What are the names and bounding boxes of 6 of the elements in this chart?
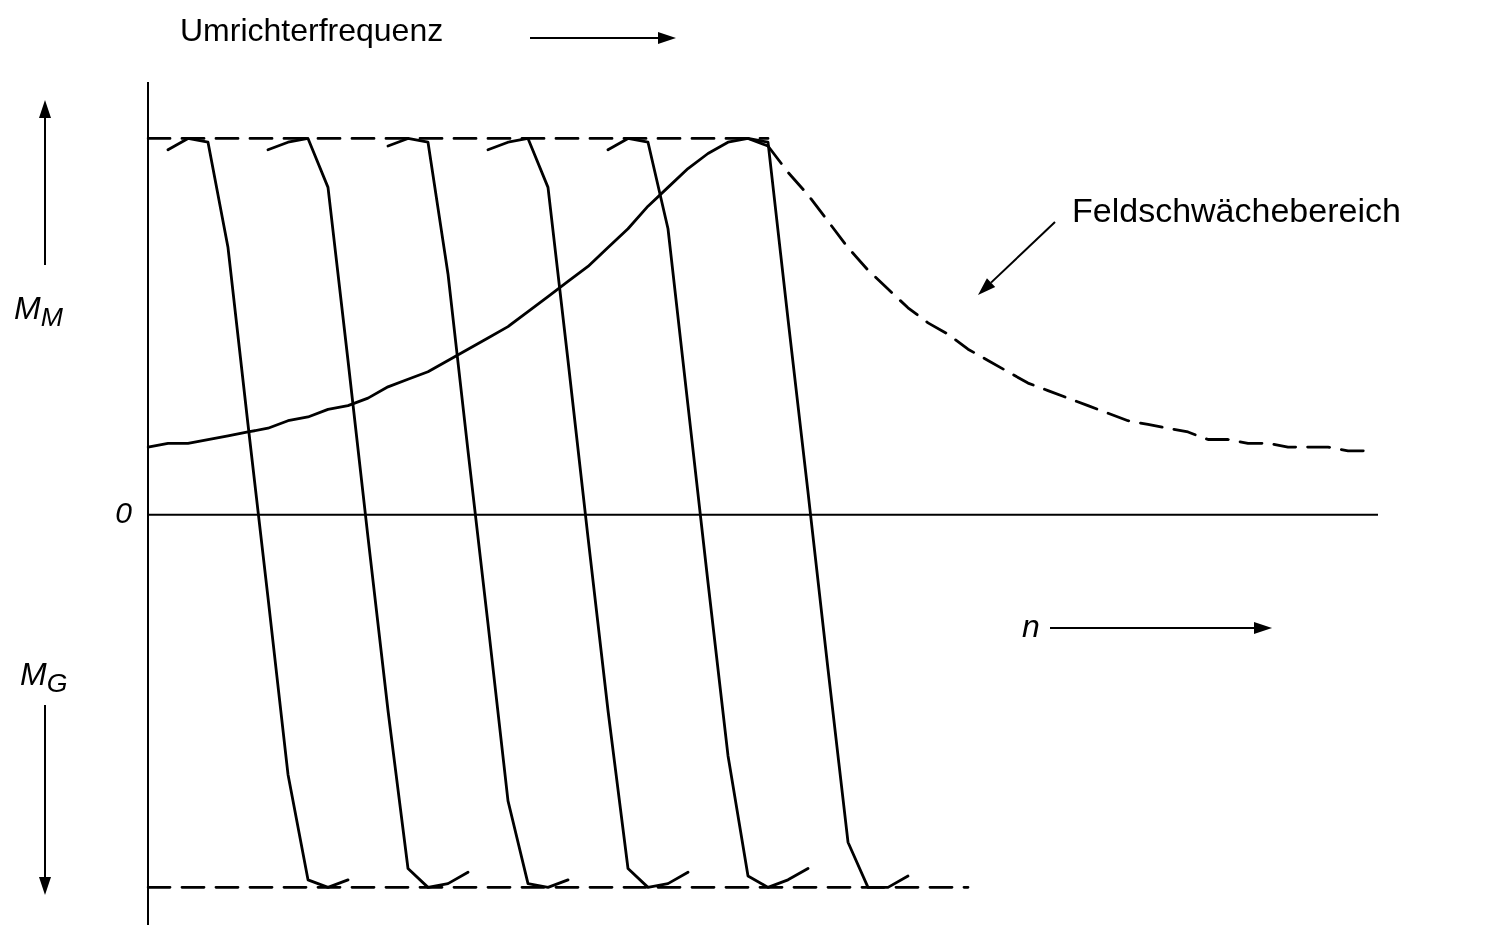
annotation: Feldschwächebereich bbox=[1072, 191, 1401, 229]
text: M$_{G}$ bbox=[20, 656, 68, 699]
text: Umrichterfrequenz bbox=[180, 12, 444, 48]
y-axis-title: M$_{M}$ bbox=[14, 290, 63, 333]
ref-line-label: 0 bbox=[115, 496, 133, 530]
x-axis-title: n bbox=[1022, 608, 1040, 644]
